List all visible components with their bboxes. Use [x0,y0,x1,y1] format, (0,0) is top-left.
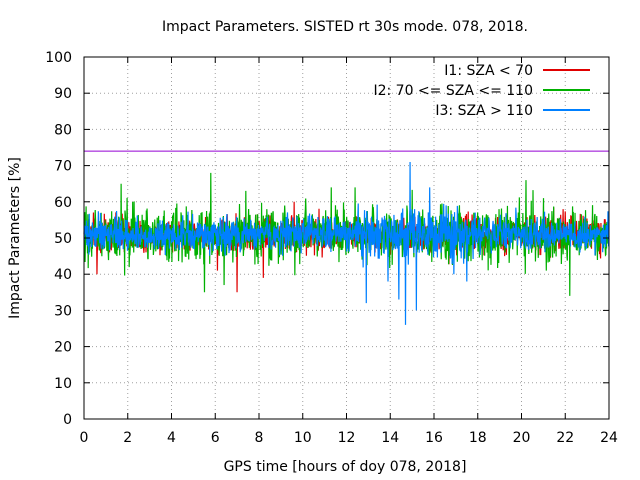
x-tick-label: 12 [338,430,356,446]
y-tick-label: 40 [54,267,72,283]
y-tick-label: 100 [45,50,72,66]
y-tick-label: 0 [63,412,72,428]
x-axis-label: GPS time [hours of doy 078, 2018] [224,459,467,475]
legend-label-2: I2: 70 <= SZA <= 110 [373,83,533,99]
y-tick-label: 60 [54,195,72,211]
legend-label-1: I1: SZA < 70 [444,63,533,79]
series-line-3 [83,161,610,325]
y-axis-ticks: 0 10 20 30 40 50 60 70 80 90 100 [45,50,609,428]
y-tick-label: 10 [54,376,72,392]
x-tick-label: 0 [80,430,89,446]
x-tick-label: 20 [513,430,531,446]
x-tick-label: 14 [381,430,399,446]
series-layer [83,161,610,325]
x-tick-label: 24 [600,430,618,446]
x-tick-label: 16 [425,430,443,446]
x-tick-label: 2 [123,430,132,446]
x-tick-label: 22 [556,430,574,446]
legend: I1: SZA < 70 I2: 70 <= SZA <= 110 I3: SZA … [373,63,590,119]
x-axis-ticks: 0 2 4 6 8 10 12 14 16 18 20 22 24 [80,57,618,446]
x-tick-label: 18 [469,430,487,446]
chart-title: Impact Parameters. SISTED rt 30s mode. 0… [162,19,528,35]
legend-label-3: I3: SZA > 110 [435,103,533,119]
x-tick-label: 10 [294,430,312,446]
x-tick-label: 4 [167,430,176,446]
y-tick-label: 50 [54,231,72,247]
x-tick-label: 8 [255,430,264,446]
y-tick-label: 30 [54,303,72,319]
y-axis-label: Impact Parameters [%] [7,157,23,319]
y-tick-label: 70 [54,159,72,175]
x-tick-label: 6 [211,430,220,446]
y-tick-label: 20 [54,340,72,356]
y-tick-label: 90 [54,86,72,102]
y-tick-label: 80 [54,122,72,138]
